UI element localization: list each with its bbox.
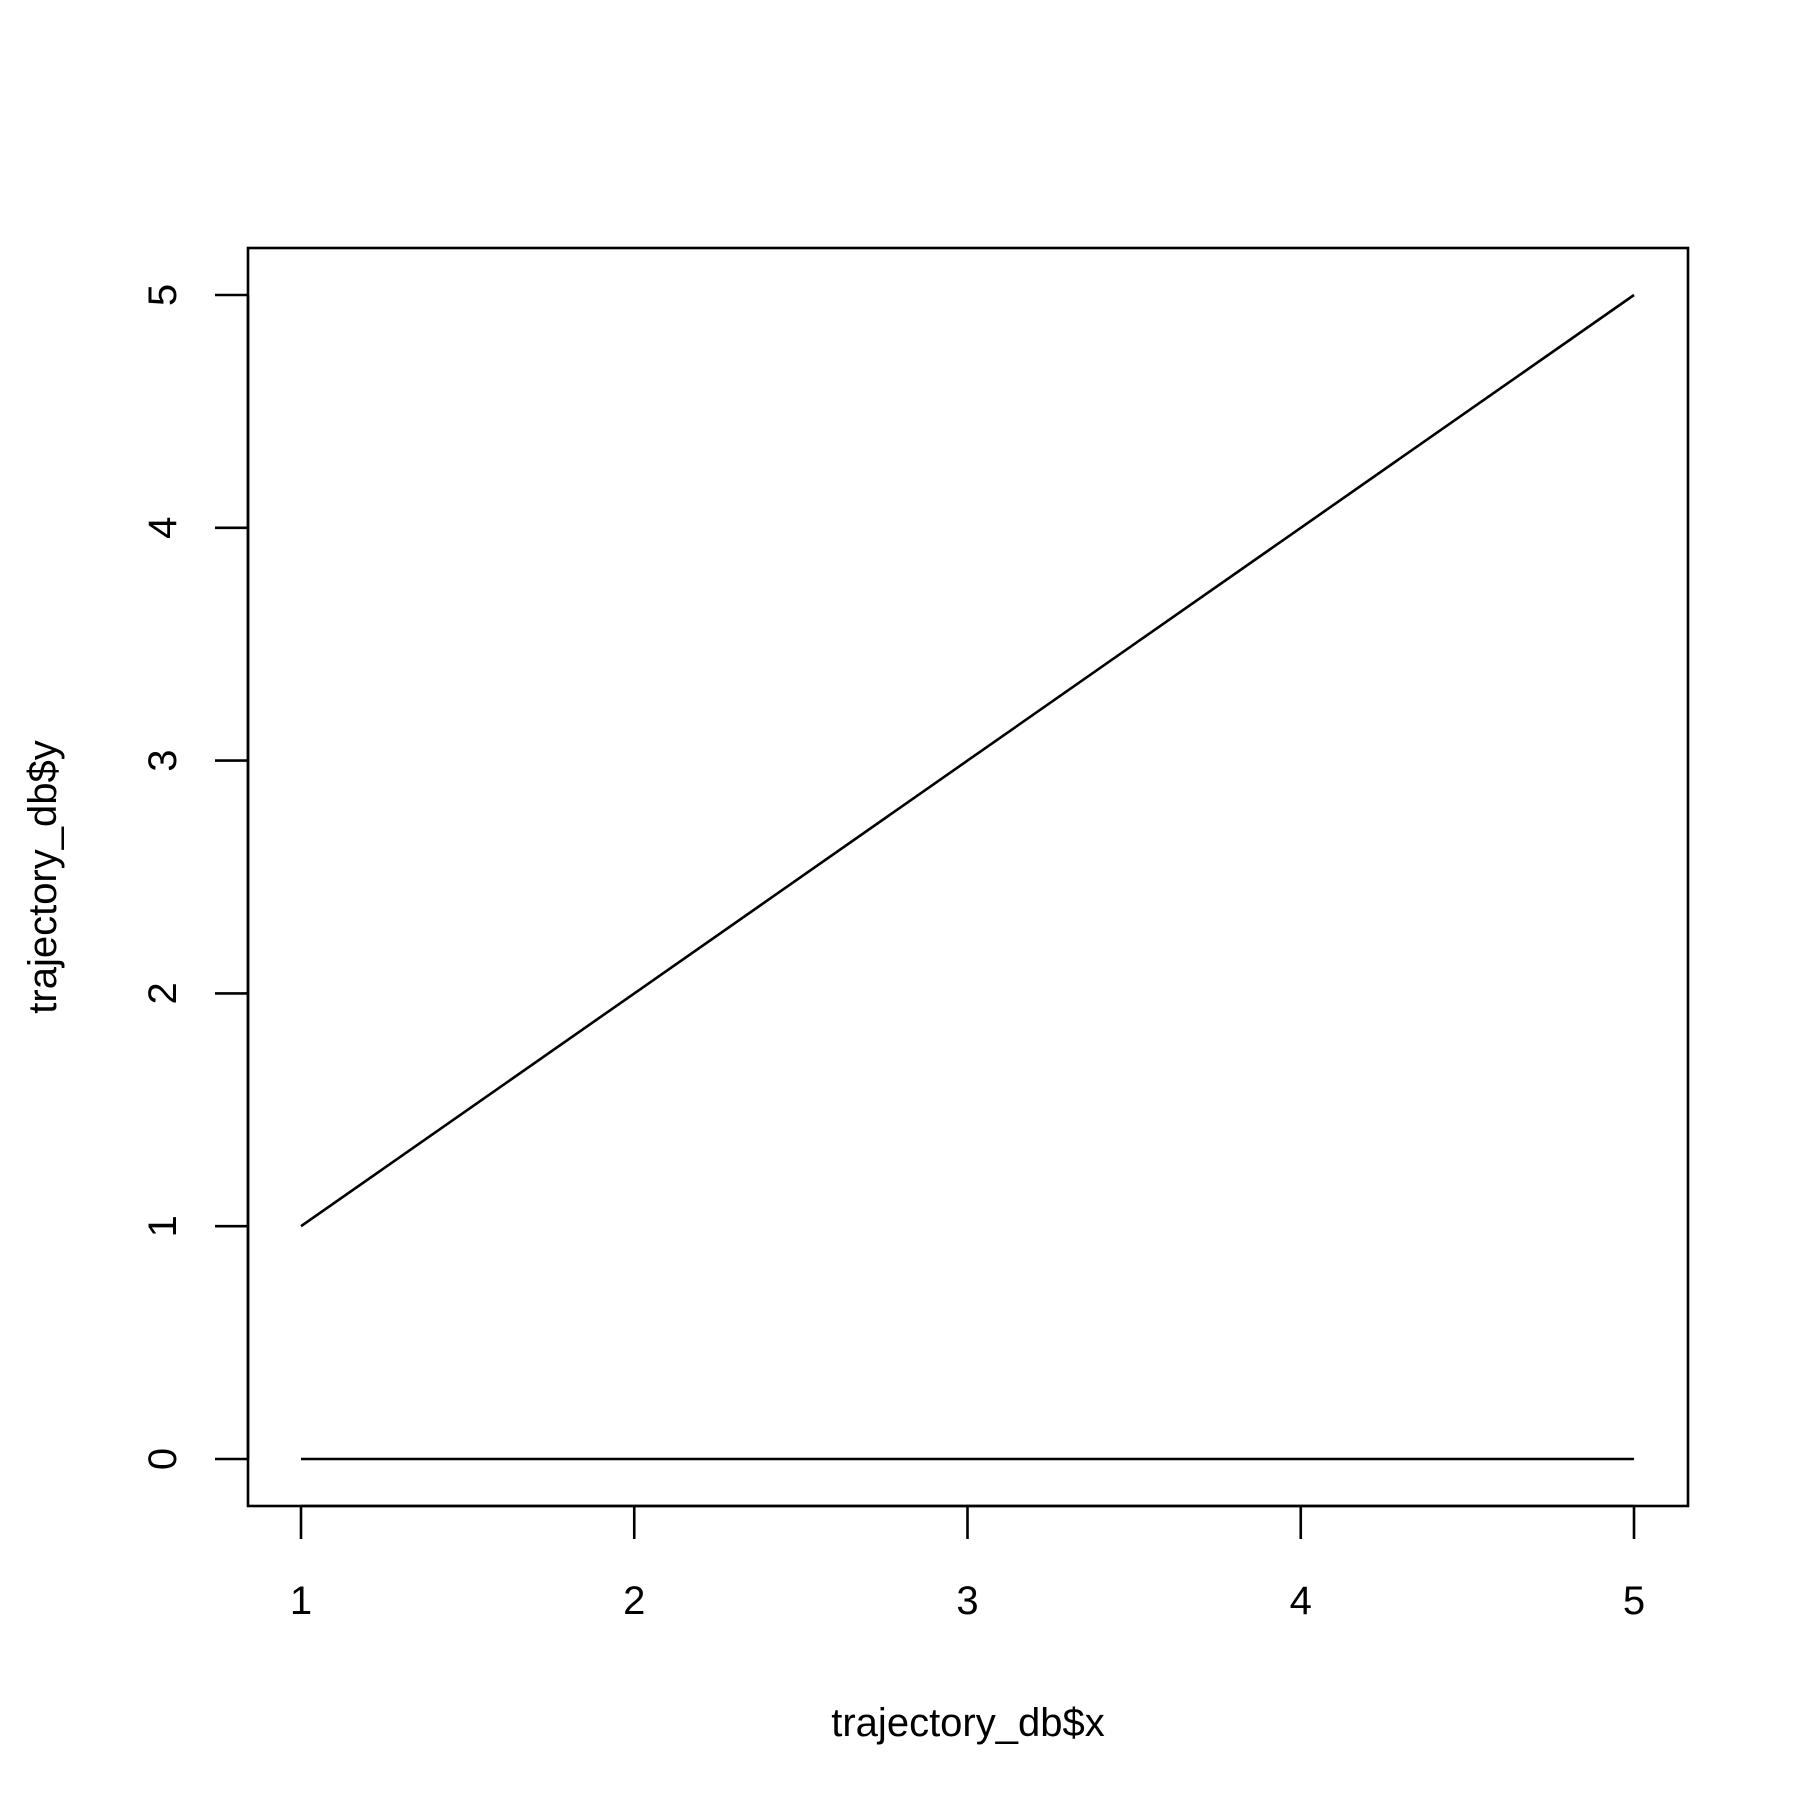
x-tick-label: 4 (1290, 1579, 1312, 1623)
y-axis-label: trajectory_db$y (21, 740, 65, 1013)
series-line-1 (300, 293, 1635, 1228)
y-tick-label: 1 (141, 1215, 185, 1237)
y-tick-label: 2 (141, 982, 185, 1004)
plot-frame (246, 246, 1690, 1508)
y-tick-label: 4 (141, 517, 185, 539)
y-tick-label: 5 (141, 284, 185, 306)
y-axis: 0 1 2 3 4 5 (141, 284, 250, 1470)
x-tick-label: 2 (623, 1579, 645, 1623)
y-tick-label: 3 (141, 749, 185, 771)
x-axis-label: trajectory_db$x (831, 1701, 1104, 1745)
x-tick-label: 1 (290, 1579, 312, 1623)
x-tick-label: 3 (956, 1579, 978, 1623)
series-layer (300, 293, 1635, 1461)
x-axis: 1 2 3 4 5 (290, 1504, 1645, 1623)
y-tick-label: 0 (141, 1448, 185, 1470)
x-tick-label: 5 (1623, 1579, 1645, 1623)
